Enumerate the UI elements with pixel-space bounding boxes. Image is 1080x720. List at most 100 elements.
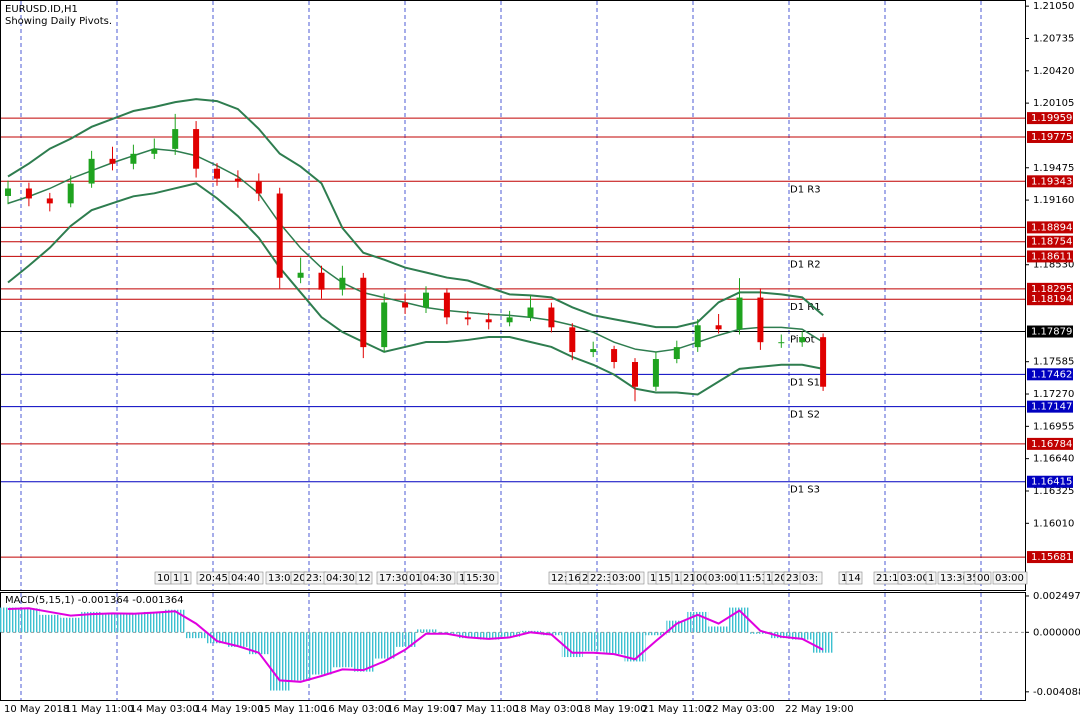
time-label: 21:1 — [876, 573, 898, 584]
x-tick-label: 10 May 2018 — [4, 704, 69, 715]
macd-bar — [248, 632, 270, 655]
macd-bar — [227, 632, 249, 647]
candle-body — [67, 183, 74, 204]
time-label: 01 — [409, 573, 422, 584]
pivot-label: D1 S3 — [790, 485, 820, 496]
candle-body — [590, 349, 597, 353]
candle-body — [151, 148, 158, 154]
time-label: 03: — [802, 573, 818, 584]
price-tag-label: 1.17462 — [1031, 369, 1072, 380]
x-tick-label: 16 May 19:00 — [387, 704, 456, 715]
price-tag-label: 1.19343 — [1031, 176, 1072, 187]
price-tag — [1027, 282, 1073, 295]
time-label: 03:00 — [612, 573, 641, 584]
candle-body — [109, 158, 116, 164]
price-frame — [0, 0, 1026, 591]
y-tick-label: 0.000000 — [1033, 627, 1080, 638]
candle-body — [402, 302, 409, 308]
candle-body — [569, 327, 576, 353]
time-box — [420, 571, 456, 585]
pivot-label: D1 R2 — [790, 259, 821, 270]
candle-body — [339, 277, 346, 290]
x-tick-label: 14 May 03:00 — [130, 704, 199, 715]
candle-body — [694, 325, 701, 348]
price-tag — [1027, 130, 1073, 143]
macd-bar — [603, 632, 625, 655]
price-tag — [1027, 112, 1073, 125]
time-label: 16: — [568, 573, 584, 584]
y-tick-label: 0.002497 — [1033, 591, 1080, 602]
candle-body — [381, 302, 388, 348]
price-tag-label: 1.18754 — [1031, 237, 1072, 248]
macd-bar — [269, 632, 291, 691]
macd-bar — [415, 629, 437, 633]
price-tag-label: 1.17147 — [1031, 402, 1072, 413]
y-tick-label: 1.20420 — [1033, 66, 1074, 77]
candle-body — [276, 193, 283, 278]
macd-bar — [394, 632, 416, 647]
candle-body — [360, 277, 367, 348]
y-tick-label: -0.004088 — [1033, 687, 1080, 698]
macd-bar — [81, 611, 103, 633]
macd-bar — [18, 608, 40, 633]
time-box — [992, 571, 1028, 585]
candle-body — [652, 359, 659, 387]
price-tag — [1027, 175, 1073, 188]
price-tag-label: 1.18194 — [1031, 294, 1072, 305]
macd-bar — [770, 632, 792, 639]
macd-bar — [373, 632, 395, 659]
macd-bar — [708, 626, 730, 633]
candle-body — [757, 297, 764, 343]
x-tick-label: 16 May 03:00 — [322, 704, 391, 715]
price-tag-label: 1.15681 — [1031, 552, 1072, 563]
time-box — [355, 571, 373, 585]
time-box — [799, 571, 823, 585]
time-box — [180, 571, 192, 585]
y-tick-label: 1.16010 — [1033, 518, 1074, 529]
macd-bar — [791, 632, 813, 640]
time-label: 21 — [683, 573, 696, 584]
candle-body — [318, 272, 325, 290]
price-tag-label: 1.18295 — [1031, 284, 1072, 295]
candle-body — [485, 319, 492, 323]
bollinger-band — [7, 148, 824, 353]
time-label: 35 — [966, 573, 979, 584]
candle-body — [736, 297, 743, 330]
price-tag — [1027, 293, 1073, 306]
time-box — [228, 571, 264, 585]
y-tick-label: 1.17270 — [1033, 389, 1074, 400]
time-label: 13:00 — [268, 573, 297, 584]
time-label: 23: — [306, 573, 322, 584]
macd-bar — [0, 607, 19, 633]
signal-line — [7, 607, 824, 683]
time-label: 1 — [841, 573, 847, 584]
time-box — [609, 571, 645, 585]
time-label: 13:30 — [940, 573, 969, 584]
bollinger-band — [7, 182, 824, 396]
y-tick-label: 1.19160 — [1033, 195, 1074, 206]
candle-body — [234, 178, 241, 182]
time-label: 15:30 — [466, 573, 495, 584]
price-tag — [1027, 235, 1073, 248]
x-tick-label: 14 May 19:00 — [195, 704, 264, 715]
y-tick-label: 1.21050 — [1033, 1, 1074, 12]
macd-bar — [143, 611, 165, 633]
note: Showing Daily Pivots. — [5, 16, 112, 27]
x-tick-label: 21 May 11:00 — [642, 704, 711, 715]
time-label: 15 — [658, 573, 671, 584]
candle-body — [46, 198, 53, 204]
candle-body — [506, 317, 513, 323]
macd-bar — [39, 614, 61, 633]
candle-body — [443, 292, 450, 318]
pivot-label: D1 R1 — [790, 302, 821, 313]
candle-body — [423, 292, 429, 308]
time-label: 04:30 — [423, 573, 452, 584]
candle-body — [130, 153, 137, 164]
x-tick-label: 18 May 03:00 — [514, 704, 583, 715]
price-tag-label: 1.16415 — [1031, 477, 1072, 488]
macd-bar — [582, 632, 604, 652]
time-label: 1 — [183, 573, 189, 584]
candle-body — [548, 307, 555, 328]
